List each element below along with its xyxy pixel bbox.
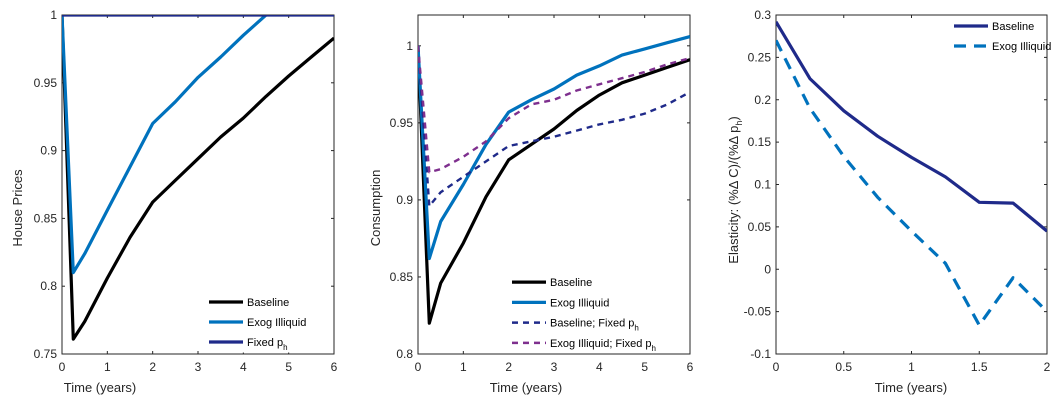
legend: Baseline Exog Illiquid Baseline; Fixed ph E… [505,271,690,354]
x-tick-label: 0 [59,360,66,374]
series-lines [418,35,690,325]
series-lines [776,20,1047,327]
y-tick-label: 0.15 [748,135,772,149]
y-tick-label: 0.9 [396,193,413,207]
x-tick-label: 0 [415,360,422,374]
series-line [418,45,690,325]
x-tick-label: 4 [240,360,247,374]
legend-label: Exog Illiquid [992,41,1051,53]
x-axis-label: Time (years) [875,380,947,395]
y-axis-label: Elasticity: (%Δ C)/(%Δ ph) [726,116,744,263]
y-axis-label: House Prices [10,169,25,247]
series-lines [62,15,334,341]
y-tick-label: 0.85 [34,211,58,225]
panel-elasticity: Time (years) Elasticity: (%Δ C)/(%Δ ph) … [726,8,1051,395]
y-tick-label: 1 [406,39,413,53]
legend: Baseline Exog Illiquid [947,15,1051,57]
y-tick-label: 1 [50,8,57,22]
legend-label: Baseline [247,297,289,309]
series-line [62,15,269,275]
series-line [62,15,334,341]
legend: Baseline Exog Illiquid Fixed ph [202,291,332,353]
x-tick-label: 1 [104,360,111,374]
y-tick-label: 0.95 [390,116,414,130]
y-tick-label: 0.8 [396,347,413,361]
x-tick-label: 3 [195,360,202,374]
legend-label: Baseline [992,21,1034,33]
legend-box [505,271,690,354]
x-tick-label: 0 [773,360,780,374]
series-line [418,45,690,208]
x-tick-label: 3 [551,360,558,374]
y-tick-label: 0.2 [754,93,771,107]
panel-house-prices: Time (years) House Prices 0 1 2 3 4 5 6 0.75 0.8… [10,8,338,395]
y-tick-label: -0.05 [744,305,772,319]
x-tick-label: 5 [285,360,292,374]
y-tick-label: 0.85 [390,270,414,284]
x-axis-label: Time (years) [490,380,562,395]
legend-label: Baseline; Fixed ph [550,318,639,333]
y-tick-label: 0.3 [754,8,771,22]
y-tick-label: -0.1 [750,347,771,361]
x-tick-label: 5 [641,360,648,374]
legend-box [947,15,1047,57]
x-tick-label: 4 [596,360,603,374]
legend-label: Exog Illiquid [550,297,609,309]
x-tick-label: 2 [149,360,156,374]
y-tick-label: 0.75 [34,347,58,361]
legend-label: Exog Illiquid; Fixed ph [550,338,656,353]
x-tick-label: 1 [460,360,467,374]
legend-label: Fixed ph [247,337,288,352]
y-tick-label: 0.9 [40,144,57,158]
x-tick-label: 1 [908,360,915,374]
y-tick-label: 0.25 [748,50,772,64]
y-tick-label: 0.1 [754,178,771,192]
x-tick-label: 2 [505,360,512,374]
x-tick-label: 2 [1044,360,1051,374]
x-tick-label: 6 [687,360,694,374]
x-tick-label: 6 [331,360,338,374]
legend-label: Baseline [550,277,592,289]
series-line [776,20,1047,233]
panel-consumption: Time (years) Consumption 0 1 2 3 4 5 6 0.8 0.85 0… [368,14,694,395]
y-tick-label: 0.05 [748,220,772,234]
x-tick-label: 1.5 [971,360,988,374]
x-tick-label: 0.5 [835,360,852,374]
y-axis-label: Consumption [368,170,383,247]
axes-box [775,14,1048,355]
x-axis-label: Time (years) [64,380,136,395]
series-line [776,39,1047,327]
y-tick-label: 0.95 [34,76,58,90]
y-tick-label: 0 [764,262,771,276]
legend-label: Exog Illiquid [247,317,306,329]
y-tick-label: 0.8 [40,279,57,293]
series-line [418,35,690,261]
series-line [418,45,690,174]
